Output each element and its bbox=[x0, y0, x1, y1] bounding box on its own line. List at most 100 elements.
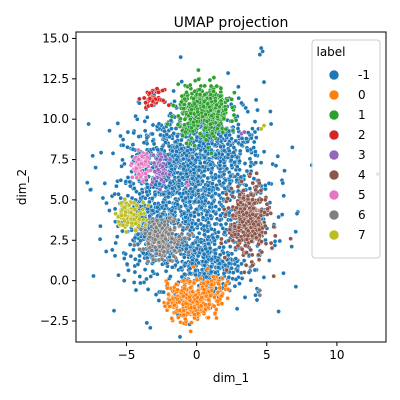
plot-frame bbox=[75, 31, 387, 343]
scatter-point bbox=[217, 217, 223, 223]
scatter-point bbox=[217, 94, 223, 99]
scatter-point bbox=[137, 216, 142, 222]
scatter-point bbox=[253, 235, 259, 241]
scatter-point bbox=[217, 252, 223, 258]
scatter-point bbox=[281, 270, 286, 276]
scatter-point bbox=[289, 145, 295, 150]
scatter-point bbox=[150, 257, 156, 263]
scatter-point bbox=[137, 100, 142, 106]
scatter-point bbox=[216, 207, 222, 212]
scatter-point bbox=[180, 133, 185, 138]
scatter-point bbox=[203, 148, 208, 154]
scatter-point bbox=[211, 75, 217, 80]
scatter-point bbox=[208, 269, 214, 275]
scatter-point bbox=[130, 146, 136, 152]
scatter-point bbox=[131, 130, 136, 136]
scatter-point bbox=[190, 289, 195, 295]
scatter-point bbox=[112, 253, 118, 259]
scatter-point bbox=[157, 222, 162, 228]
scatter-point bbox=[256, 180, 262, 186]
scatter-point bbox=[232, 159, 237, 165]
scatter-point bbox=[211, 303, 217, 309]
scatter-point bbox=[208, 213, 213, 219]
scatter-point bbox=[166, 190, 172, 196]
scatter-point bbox=[227, 244, 233, 249]
scatter-point bbox=[205, 266, 210, 272]
scatter-point bbox=[209, 113, 215, 118]
scatter-point bbox=[202, 232, 207, 237]
scatter-point bbox=[244, 210, 249, 216]
scatter-point bbox=[261, 79, 267, 85]
scatter-point bbox=[218, 213, 223, 218]
scatter-point bbox=[213, 152, 218, 158]
scatter-point bbox=[180, 293, 186, 299]
scatter-point bbox=[237, 192, 243, 197]
scatter-point bbox=[241, 188, 246, 193]
scatter-point bbox=[185, 183, 191, 188]
scatter-point bbox=[235, 184, 241, 189]
scatter-point bbox=[236, 122, 241, 127]
scatter-point bbox=[137, 246, 142, 252]
scatter-point bbox=[110, 150, 116, 156]
scatter-point bbox=[182, 286, 187, 292]
scatter-point bbox=[177, 308, 183, 313]
scatter-point bbox=[222, 262, 228, 268]
scatter-point bbox=[172, 225, 177, 231]
scatter-point bbox=[217, 245, 222, 250]
scatter-point bbox=[169, 231, 175, 236]
scatter-point bbox=[221, 271, 227, 276]
scatter-point bbox=[255, 222, 261, 227]
scatter-point bbox=[225, 141, 231, 147]
scatter-point bbox=[258, 213, 264, 218]
scatter-point bbox=[225, 196, 231, 201]
scatter-point bbox=[181, 211, 187, 216]
scatter-point bbox=[253, 160, 259, 165]
scatter-point bbox=[166, 102, 172, 108]
scatter-point bbox=[167, 304, 172, 309]
scatter-point bbox=[204, 119, 210, 124]
scatter-point bbox=[181, 308, 186, 314]
scatter-point bbox=[172, 99, 177, 104]
scatter-point bbox=[217, 285, 223, 291]
scatter-point bbox=[173, 139, 179, 145]
scatter-point bbox=[230, 194, 235, 199]
scatter-point bbox=[275, 153, 281, 159]
scatter-point bbox=[233, 138, 238, 144]
scatter-point bbox=[223, 107, 228, 112]
scatter-point bbox=[122, 218, 127, 224]
scatter-point bbox=[252, 129, 258, 135]
scatter-point bbox=[253, 135, 259, 140]
scatter-point bbox=[171, 88, 176, 94]
scatter-point bbox=[244, 237, 250, 242]
scatter-point bbox=[239, 276, 245, 281]
scatter-point bbox=[163, 139, 168, 145]
scatter-point bbox=[152, 229, 158, 234]
scatter-point bbox=[112, 191, 117, 197]
scatter-point bbox=[266, 258, 272, 263]
scatter-point bbox=[160, 199, 166, 205]
scatter-point bbox=[247, 156, 253, 162]
scatter-point bbox=[263, 241, 269, 246]
scatter-point bbox=[198, 205, 204, 211]
scatter-point bbox=[127, 242, 133, 247]
scatter-point bbox=[271, 224, 277, 230]
scatter-point bbox=[175, 122, 181, 127]
scatter-point bbox=[119, 213, 124, 218]
scatter-point bbox=[208, 161, 213, 167]
scatter-point bbox=[125, 193, 131, 198]
scatter-point bbox=[203, 246, 208, 252]
scatter-point bbox=[191, 96, 196, 101]
scatter-point bbox=[107, 128, 112, 133]
scatter-point bbox=[209, 131, 215, 136]
scatter-point bbox=[184, 140, 189, 146]
scatter-point bbox=[176, 184, 182, 189]
scatter-point bbox=[251, 221, 256, 227]
scatter-point bbox=[248, 163, 253, 169]
scatter-point bbox=[121, 205, 127, 210]
scatter-point bbox=[195, 109, 200, 115]
scatter-point bbox=[167, 258, 173, 263]
scatter-point bbox=[230, 270, 236, 275]
scatter-point bbox=[242, 243, 248, 248]
scatter-point bbox=[231, 112, 237, 118]
scatter-point bbox=[103, 249, 109, 254]
